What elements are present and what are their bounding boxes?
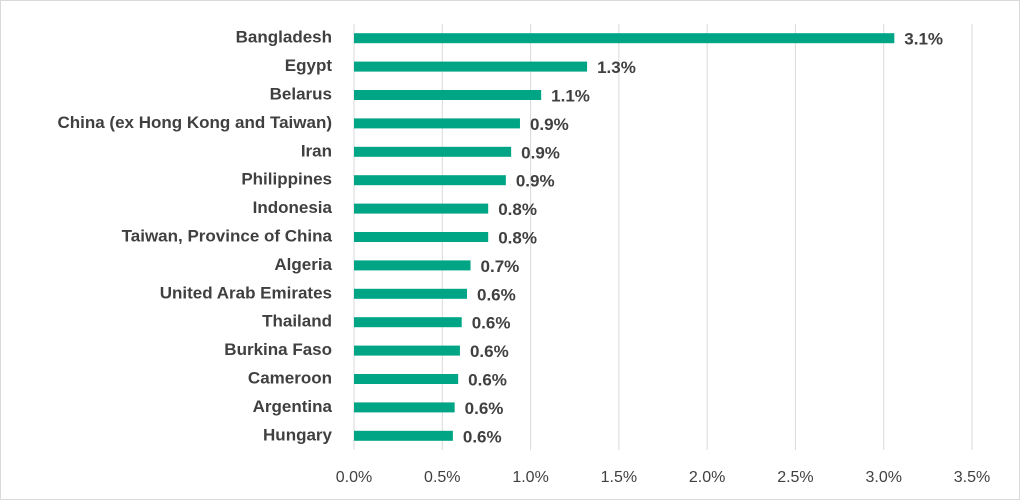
value-label: 0.8% <box>498 228 537 247</box>
x-tick-label: 3.5% <box>954 469 990 486</box>
bar <box>354 288 468 299</box>
value-label: 0.6% <box>468 370 507 389</box>
value-label: 0.6% <box>477 285 516 304</box>
bar <box>354 260 471 271</box>
value-label: 0.7% <box>481 257 520 276</box>
y-tick-label: Belarus <box>270 84 332 103</box>
y-tick-label: Cameroon <box>248 368 332 387</box>
bar <box>354 402 455 413</box>
value-label: 0.6% <box>465 399 504 418</box>
bar <box>354 317 462 328</box>
bar <box>354 374 459 384</box>
bar <box>354 430 453 441</box>
value-label: 0.9% <box>516 172 555 191</box>
value-label: 3.1% <box>904 30 943 49</box>
y-tick-label: Burkina Faso <box>224 340 332 359</box>
value-label: 0.6% <box>470 342 509 361</box>
value-label: 0.9% <box>521 143 560 162</box>
x-tick-label: 1.0% <box>512 469 548 486</box>
x-tick-label: 2.5% <box>777 469 813 486</box>
bar <box>354 118 520 129</box>
y-tick-label: Bangladesh <box>236 28 332 47</box>
x-tick-label: 0.5% <box>424 469 460 486</box>
y-tick-label: Algeria <box>274 255 332 274</box>
x-tick-label: 1.5% <box>601 469 637 486</box>
y-tick-label: Taiwan, Province of China <box>122 226 333 245</box>
y-tick-label: China (ex Hong Kong and Taiwan) <box>57 113 332 132</box>
y-tick-label: Argentina <box>253 397 333 416</box>
bar <box>354 232 489 242</box>
y-tick-label: Iran <box>301 141 332 160</box>
y-tick-label: Egypt <box>285 56 333 75</box>
x-tick-label: 0.0% <box>336 469 372 486</box>
value-label: 0.9% <box>530 115 569 134</box>
y-tick-label: Thailand <box>262 312 332 331</box>
value-label: 1.1% <box>551 86 590 105</box>
bar <box>354 90 542 100</box>
value-label: 0.6% <box>472 314 511 333</box>
bar <box>354 345 460 356</box>
bar <box>354 146 512 157</box>
y-tick-label: Philippines <box>241 170 332 189</box>
bar <box>354 61 588 72</box>
x-tick-label: 3.0% <box>865 469 901 486</box>
value-label: 0.8% <box>498 200 537 219</box>
value-label: 0.6% <box>463 427 502 446</box>
y-tick-label: Indonesia <box>253 198 333 217</box>
value-label: 1.3% <box>597 58 636 77</box>
bar <box>354 203 489 214</box>
y-tick-label: Hungary <box>263 425 333 444</box>
bar <box>354 175 506 186</box>
y-tick-label: United Arab Emirates <box>160 283 332 302</box>
bar <box>354 33 895 44</box>
x-tick-label: 2.0% <box>689 469 725 486</box>
